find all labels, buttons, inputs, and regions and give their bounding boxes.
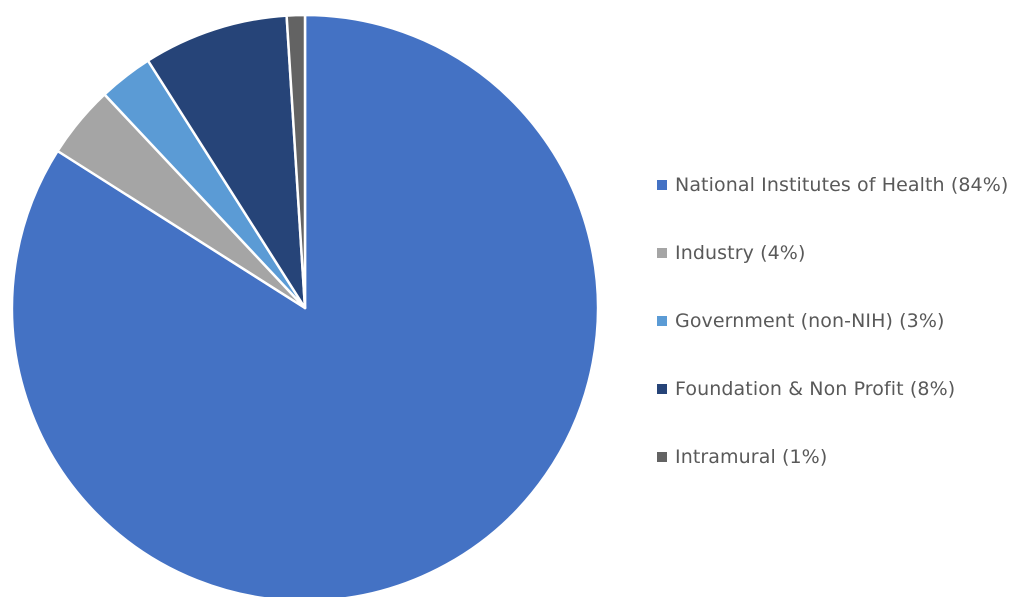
legend-swatch-nih <box>657 180 667 190</box>
legend-item-industry: Industry (4%) <box>657 236 1008 270</box>
legend-item-nih: National Institutes of Health (84%) <box>657 168 1008 202</box>
pie-chart <box>10 13 600 597</box>
legend-label-industry: Industry (4%) <box>675 242 806 264</box>
legend-swatch-foundation <box>657 384 667 394</box>
pie-slice-nih <box>10 13 600 597</box>
legend-item-foundation: Foundation & Non Profit (8%) <box>657 372 1008 406</box>
legend: National Institutes of Health (84%) Indu… <box>657 168 1008 508</box>
legend-swatch-industry <box>657 248 667 258</box>
legend-label-nih: National Institutes of Health (84%) <box>675 174 1009 196</box>
legend-label-government: Government (non-NIH) (3%) <box>675 310 945 332</box>
legend-swatch-government <box>657 316 667 326</box>
legend-item-intramural: Intramural (1%) <box>657 440 1008 474</box>
legend-label-foundation: Foundation & Non Profit (8%) <box>675 378 956 400</box>
legend-item-government: Government (non-NIH) (3%) <box>657 304 1008 338</box>
legend-label-intramural: Intramural (1%) <box>675 446 828 468</box>
legend-swatch-intramural <box>657 452 667 462</box>
pie-slice-foundation <box>146 14 307 310</box>
pie-slice-intramural <box>285 13 307 310</box>
